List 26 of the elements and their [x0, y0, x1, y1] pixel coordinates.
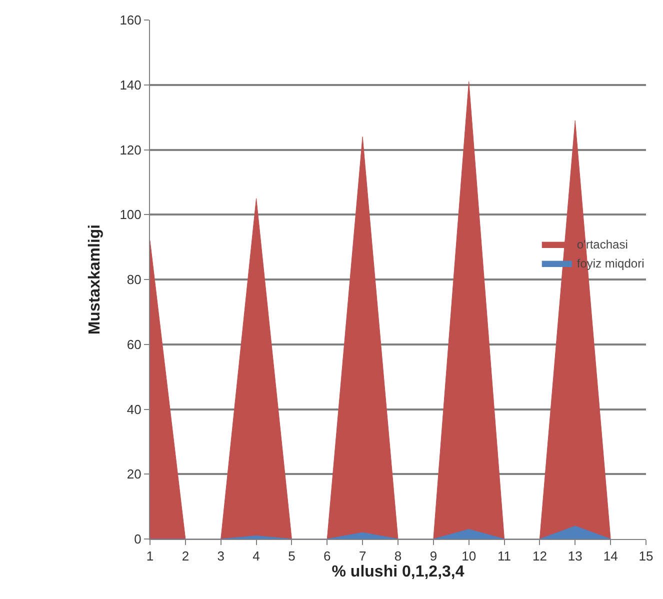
x-tick-label: 8: [394, 548, 402, 564]
y-tick-label: 80: [126, 272, 142, 288]
x-tick-label: 3: [217, 548, 224, 564]
y-tick-label: 160: [120, 12, 142, 28]
y-tick-label: 140: [120, 77, 142, 92]
x-tick-label: 13: [568, 548, 582, 564]
y-axis-title: Mustaxkamligi: [86, 224, 104, 335]
x-tick-label: 1: [146, 548, 154, 564]
x-tick-label: 5: [288, 548, 296, 564]
x-tick-label: 11: [498, 548, 512, 564]
x-tick-label: 2: [182, 548, 190, 564]
x-tick-label: 12: [532, 548, 547, 564]
x-tick-label: 10: [462, 548, 476, 564]
x-tick-label: 7: [358, 548, 366, 564]
y-tick-label: 20: [126, 466, 142, 482]
x-tick-label: 15: [638, 548, 654, 564]
y-tick-label: 40: [126, 402, 142, 417]
x-tick-label: 4: [252, 548, 260, 564]
x-tick-label: 6: [324, 548, 331, 564]
x-tick-label: 14: [603, 548, 618, 564]
x-axis-title: % ulushi 0,1,2,3,4: [332, 564, 464, 581]
y-tick-label: 60: [126, 336, 142, 352]
y-tick-label: 120: [120, 142, 142, 158]
y-tick-label: 0: [134, 532, 142, 547]
x-tick-label: 9: [430, 548, 438, 564]
y-tick-label: 100: [120, 207, 142, 222]
